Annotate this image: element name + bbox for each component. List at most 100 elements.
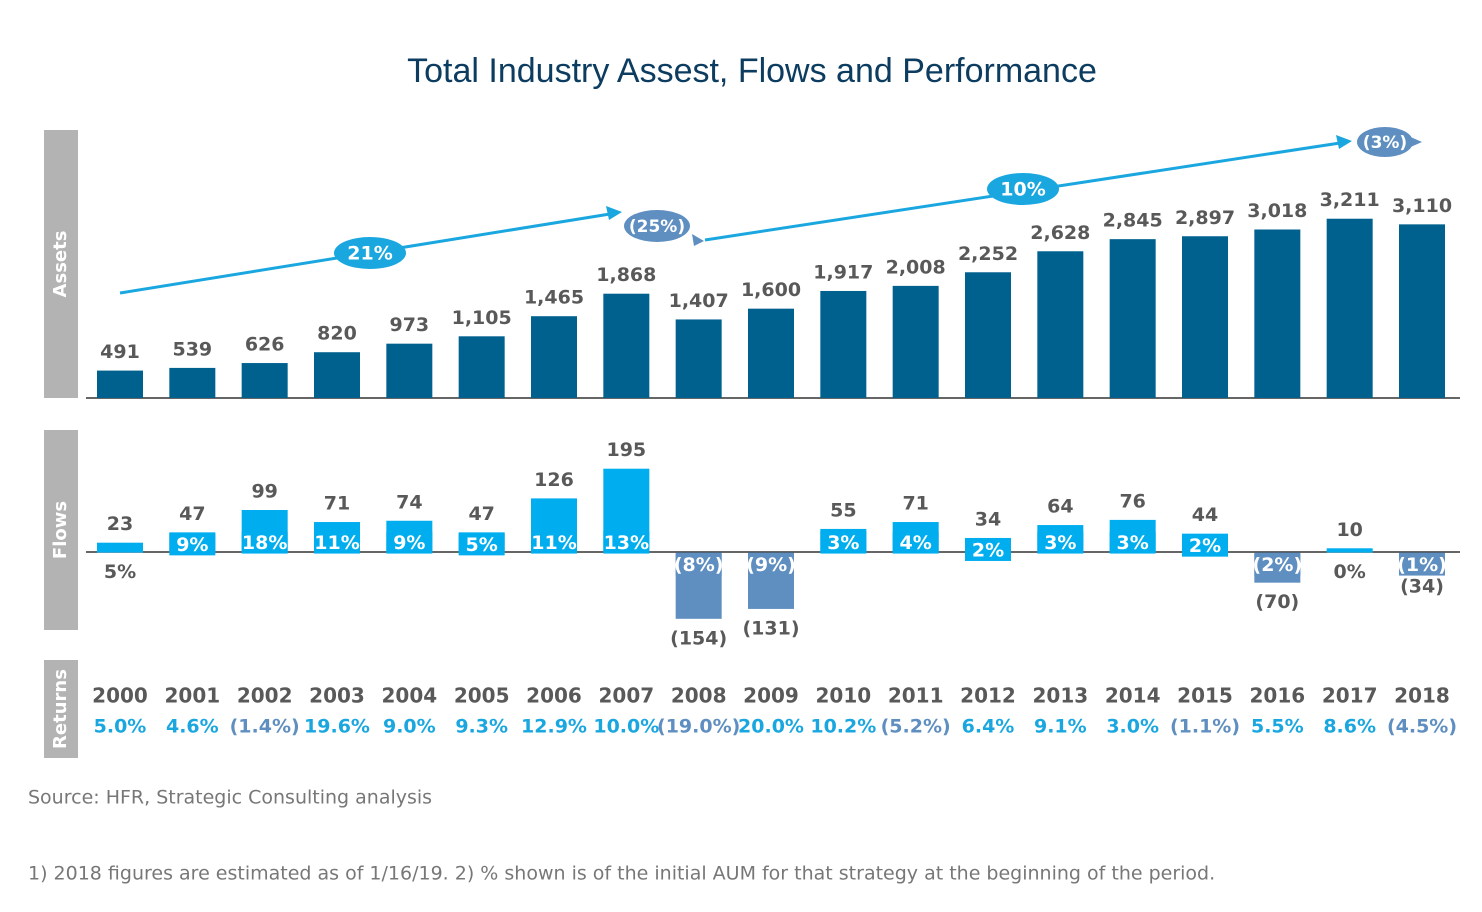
rate-label: 3%: [827, 532, 859, 554]
source-note: Source: HFR, Strategic Consulting analys…: [28, 787, 432, 809]
panel-label-bg: [44, 430, 78, 630]
footnote: 1) 2018 figures are estimated as of 1/16…: [28, 863, 1215, 885]
value-label: 1,600: [741, 279, 801, 301]
x-tick-label: 2016: [1249, 684, 1305, 708]
rate-label-bg: [458, 533, 505, 556]
rate-label: 13%: [604, 532, 649, 554]
return-label: 19.6%: [304, 716, 370, 738]
value-label: 1,105: [452, 307, 512, 329]
rate-label: 11%: [314, 532, 359, 554]
value-label: 10: [1336, 519, 1362, 541]
return-label: (1.1%): [1170, 716, 1240, 738]
x-tick-label: 2000: [92, 684, 148, 708]
bar: [965, 272, 1011, 398]
x-tick-label: 2017: [1322, 684, 1378, 708]
rate-label-bg: [386, 531, 433, 554]
rate-label-bg: [1254, 553, 1301, 576]
x-tick-label: 2006: [526, 684, 582, 708]
return-label: (19.0%): [657, 716, 740, 738]
rate-label: (8%): [674, 554, 724, 576]
rate-label: 9%: [176, 534, 208, 556]
panel-label-bg: [44, 660, 78, 758]
return-label: 10.2%: [810, 716, 876, 738]
rate-label: (2%): [1253, 554, 1303, 576]
value-label: 76: [1119, 490, 1145, 512]
value-label: 44: [1192, 504, 1218, 526]
return-label: 10.0%: [593, 716, 659, 738]
x-tick-label: 2005: [454, 684, 510, 708]
rate-label: 0%: [1334, 561, 1366, 583]
annotation-bubble: [1357, 127, 1413, 157]
annotation: 10%: [1000, 179, 1045, 201]
rate-label: 2%: [1189, 535, 1221, 557]
x-tick-label: 2002: [237, 684, 293, 708]
return-label: 6.4%: [962, 716, 1015, 738]
rate-label-bg: [965, 538, 1011, 561]
bar: [1326, 218, 1373, 398]
x-tick-label: 2012: [960, 684, 1016, 708]
value-label: 491: [100, 341, 140, 363]
rate-label-bg: [603, 531, 650, 554]
value-label: 99: [251, 481, 277, 503]
x-tick-label: 2011: [888, 684, 944, 708]
bar: [386, 343, 433, 398]
bar: [1254, 229, 1301, 398]
value-label: 1,917: [813, 261, 873, 283]
rate-label: 9%: [393, 532, 425, 554]
bar: [458, 336, 505, 398]
bar: [603, 293, 650, 398]
annotation: (25%): [629, 217, 685, 237]
rate-label: (1%): [1397, 554, 1447, 576]
value-label: (154): [670, 627, 727, 649]
x-tick-label: 2008: [671, 684, 727, 708]
rate-label: 11%: [531, 532, 576, 554]
rate-label-bg: [675, 553, 722, 576]
bar: [531, 316, 577, 398]
bar: [1037, 251, 1084, 398]
x-tick-label: 2013: [1032, 684, 1088, 708]
rate-label-bg: [1182, 534, 1228, 557]
x-tick-label: 2001: [164, 684, 220, 708]
x-tick-label: 2014: [1105, 684, 1161, 708]
value-label: 2,845: [1103, 210, 1163, 232]
x-tick-label: 2018: [1394, 684, 1450, 708]
value-label: 71: [902, 493, 928, 515]
rate-label: 5%: [104, 561, 136, 583]
annotation: 21%: [347, 243, 392, 265]
bar: [1326, 548, 1373, 553]
value-label: 47: [179, 503, 205, 525]
rate-label: 5%: [466, 534, 498, 556]
rate-label-bg: [1109, 531, 1156, 554]
x-tick-label: 2003: [309, 684, 365, 708]
value-label: 34: [975, 508, 1001, 530]
value-label: 3,211: [1320, 189, 1380, 211]
return-label: (1.4%): [230, 716, 300, 738]
rate-label: 3%: [1117, 532, 1149, 554]
panel-label: Assets: [50, 231, 71, 298]
panel-label-bg: [44, 130, 78, 398]
rate-label-bg: [892, 531, 939, 554]
return-label: 8.6%: [1323, 716, 1376, 738]
return-label: 5.5%: [1251, 716, 1304, 738]
value-label: 55: [830, 499, 856, 521]
rate-label-bg: [1399, 553, 1445, 576]
rate-label-bg: [1037, 531, 1084, 554]
x-tick-label: 2009: [743, 684, 799, 708]
value-label: 973: [389, 314, 429, 336]
value-label: 1,465: [524, 287, 584, 309]
annotation-bubble: [987, 173, 1059, 205]
return-label: 9.1%: [1034, 716, 1087, 738]
rate-label-bg: [169, 533, 216, 556]
return-label: (5.2%): [881, 716, 951, 738]
x-tick-label: 2004: [381, 684, 437, 708]
annotation-bubble: [334, 237, 406, 269]
value-label: 2,628: [1030, 222, 1090, 244]
return-label: 5.0%: [94, 716, 147, 738]
rate-label: 2%: [972, 539, 1004, 561]
value-label: 2,008: [886, 256, 946, 278]
bar: [241, 363, 288, 398]
value-label: 539: [172, 338, 212, 360]
annotation: (3%): [1363, 133, 1407, 153]
panel-label: Flows: [50, 501, 71, 559]
rate-label: (9%): [746, 554, 796, 576]
